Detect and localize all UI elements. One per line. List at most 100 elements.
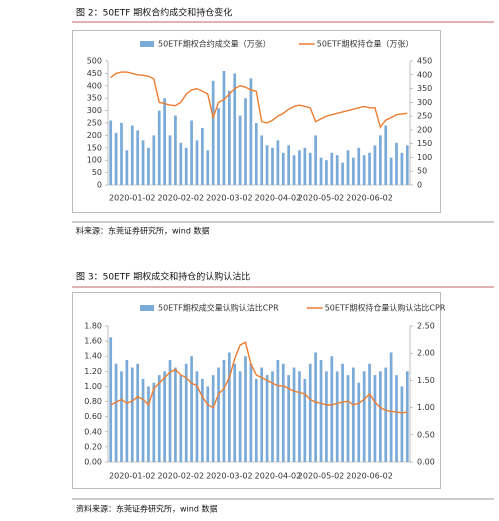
y-tick-label: 0 [97, 181, 102, 190]
source-note: 料来源：东莞证券研究所，wind 数据 [76, 226, 209, 236]
bar [174, 367, 177, 462]
bar [211, 80, 215, 185]
bar [109, 337, 113, 462]
bar [238, 115, 242, 185]
line-series [110, 341, 408, 414]
y-tick-label: 1.80 [84, 322, 102, 331]
y-tick-label: 2.00 [417, 349, 435, 358]
bar [217, 108, 220, 185]
bar [222, 70, 226, 185]
bar [346, 375, 350, 462]
y-tick-label: 150 [87, 143, 102, 152]
bar [114, 363, 118, 462]
bar [384, 367, 388, 462]
bar [114, 132, 118, 185]
y-tick-label: 100 [417, 153, 432, 162]
bar [168, 135, 172, 185]
bar [389, 157, 393, 185]
bar [368, 363, 371, 462]
y-tick-label: 450 [87, 69, 102, 78]
bar [238, 371, 242, 462]
bar [195, 371, 199, 462]
y-tick-label: 2.50 [417, 322, 435, 331]
chart-frame [72, 292, 441, 489]
bar [152, 135, 156, 185]
y-tick-label: 1.40 [84, 352, 102, 361]
y-tick-label: 300 [87, 106, 102, 115]
x-tick-label: 2020-04-02 [255, 194, 302, 203]
legend-label: 50ETF期权合约成交量（万张） [158, 39, 271, 49]
legend-swatch [140, 41, 154, 47]
bar [201, 378, 204, 462]
x-tick-label: 2020-02-02 [158, 472, 205, 481]
bar [308, 363, 312, 462]
bar [254, 378, 258, 462]
bar [330, 356, 334, 462]
y-tick-label: 250 [417, 112, 432, 121]
y-tick-label: 0.00 [84, 458, 102, 467]
bar [244, 98, 247, 185]
x-tick-label: 2020-03-02 [206, 472, 253, 481]
bar [125, 360, 129, 462]
bar [260, 367, 264, 462]
bar [174, 115, 177, 185]
bar [314, 135, 317, 185]
x-tick-label: 2020-01-02 [109, 472, 156, 481]
bar [233, 363, 237, 462]
x-tick-label: 2020-06-02 [346, 194, 393, 203]
bar [298, 150, 301, 185]
source-note: 资料来源：东莞证券研究所，wind 数据 [76, 504, 217, 514]
bar [384, 125, 388, 185]
bar [395, 375, 398, 462]
y-tick-label: 450 [417, 57, 432, 66]
bar [373, 145, 377, 185]
x-tick-label: 2020-05-02 [298, 472, 345, 481]
figure-caption: 图 3：50ETF 期权成交和持仓的认购认沽比 [76, 271, 250, 283]
bar [125, 150, 129, 185]
bar [400, 386, 404, 462]
bar [325, 160, 328, 185]
bar [292, 367, 296, 462]
bar [325, 371, 328, 462]
bar [130, 125, 134, 185]
x-tick-label: 2020-01-02 [109, 194, 156, 203]
bar [389, 352, 393, 462]
chart-frame [72, 30, 441, 213]
bar [330, 152, 334, 185]
bar [303, 147, 307, 185]
bar [341, 162, 344, 185]
bar [222, 360, 226, 462]
y-tick-label: 0 [417, 181, 422, 190]
bar [378, 371, 382, 462]
bar [141, 378, 145, 462]
bar [287, 145, 291, 185]
bar [362, 371, 366, 462]
y-tick-label: 0.80 [84, 397, 102, 406]
bar [378, 135, 382, 185]
bar [184, 363, 188, 462]
y-tick-label: 400 [417, 70, 432, 79]
y-tick-label: 200 [417, 125, 432, 134]
bar [314, 352, 317, 462]
y-tick-label: 1.50 [417, 376, 435, 385]
bar [141, 140, 145, 185]
bar [163, 98, 166, 185]
y-tick-label: 0.50 [417, 430, 435, 439]
y-tick-label: 0.00 [417, 458, 435, 467]
bar [405, 145, 409, 185]
bar [147, 386, 150, 462]
bar [206, 150, 210, 185]
bar [335, 155, 339, 185]
bar [281, 152, 285, 185]
y-tick-label: 300 [417, 98, 432, 107]
y-tick-label: 1.00 [84, 382, 102, 391]
bar [147, 147, 150, 185]
y-tick-label: 350 [87, 94, 102, 103]
bar [120, 371, 123, 462]
bar [281, 363, 285, 462]
bar [362, 155, 366, 185]
y-tick-label: 400 [87, 81, 102, 90]
bar [303, 378, 307, 462]
bar [195, 140, 199, 185]
